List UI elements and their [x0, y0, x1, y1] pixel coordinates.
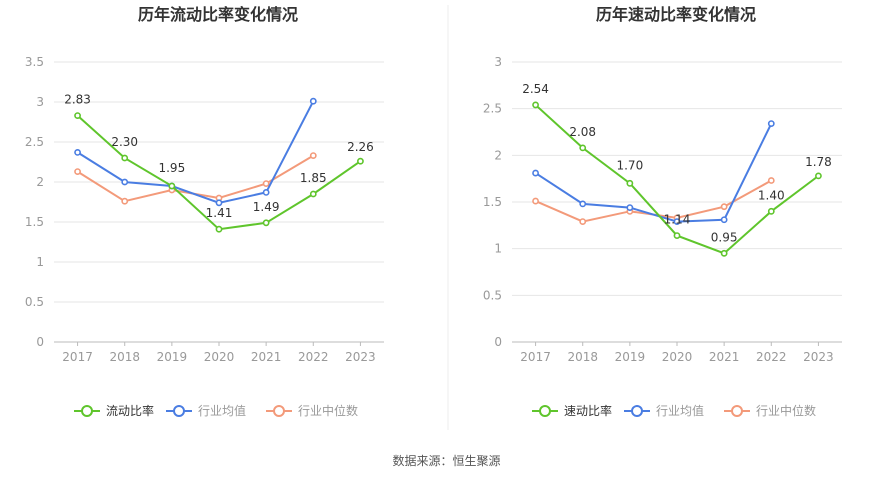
- data-label: 1.14: [664, 213, 691, 227]
- y-tick-label: 2.5: [483, 102, 502, 116]
- data-label: 2.30: [111, 135, 138, 149]
- x-tick-label: 2022: [298, 350, 329, 364]
- data-label: 2.08: [569, 125, 596, 139]
- data-source-note: 数据来源：恒生聚源: [392, 454, 501, 468]
- data-label: 1.70: [616, 158, 643, 172]
- data-point: [309, 97, 317, 105]
- legend-label: 行业均值: [198, 403, 246, 418]
- data-point: [262, 188, 270, 196]
- x-tick-label: 2019: [615, 350, 646, 364]
- data-label: 0.95: [711, 230, 738, 244]
- data-point: [357, 157, 364, 165]
- y-tick-label: 2.5: [25, 135, 44, 149]
- data-label: 1.85: [300, 171, 327, 185]
- data-point: [532, 197, 539, 205]
- data-label: 1.95: [158, 161, 185, 175]
- y-tick-label: 1.5: [25, 215, 44, 229]
- data-point: [720, 249, 728, 257]
- data-point: [720, 203, 728, 211]
- data-label: 2.54: [522, 82, 549, 96]
- data-point: [262, 180, 270, 187]
- data-point: [215, 225, 223, 233]
- x-tick-label: 2017: [62, 350, 93, 364]
- y-tick-label: 3: [36, 95, 44, 109]
- data-point: [74, 168, 81, 175]
- x-tick-label: 2019: [157, 350, 188, 364]
- data-point: [74, 148, 81, 156]
- data-label: 1.40: [758, 188, 785, 202]
- legend-label: 行业均值: [656, 403, 704, 418]
- legend-marker: [539, 405, 551, 417]
- data-point: [74, 112, 81, 119]
- x-tick-label: 2023: [803, 350, 834, 364]
- x-tick-label: 2022: [756, 350, 787, 364]
- data-label: 1.41: [206, 206, 233, 220]
- series-line-1: [77, 100, 315, 204]
- y-tick-label: 1.5: [483, 195, 502, 209]
- y-tick-label: 0.5: [25, 295, 44, 309]
- chart-title: 历年速动比率变化情况: [596, 5, 756, 24]
- data-label: 1.78: [805, 155, 832, 169]
- y-tick-label: 0: [36, 335, 44, 349]
- legend-marker: [631, 405, 643, 417]
- data-point: [309, 152, 317, 159]
- legend-marker: [81, 405, 93, 417]
- legend-marker: [731, 405, 743, 417]
- current-ratio-chart: 历年流动比率变化情况 0 0.5 1 1.5 2 2.5 3 3.5 2017 2018 2019 20…: [25, 5, 384, 418]
- legend-marker: [273, 405, 285, 417]
- data-point: [262, 219, 270, 227]
- data-point: [121, 154, 129, 162]
- data-point: [532, 169, 539, 177]
- data-label: 2.83: [64, 93, 91, 107]
- data-point: [673, 218, 681, 225]
- data-point: [579, 218, 587, 225]
- legend-marker: [173, 405, 185, 417]
- y-tick-label: 0.5: [483, 288, 502, 302]
- legend-label: 流动比率: [106, 403, 154, 418]
- data-point: [720, 216, 728, 224]
- y-tick-label: 0: [494, 335, 502, 349]
- data-point: [579, 200, 587, 208]
- chart-title: 历年流动比率变化情况: [138, 5, 298, 24]
- x-tick-label: 2021: [251, 350, 282, 364]
- x-tick-label: 2021: [709, 350, 740, 364]
- data-point: [168, 182, 176, 190]
- y-tick-label: 1: [494, 242, 502, 256]
- x-tick-label: 2018: [109, 350, 140, 364]
- legend-label: 行业中位数: [298, 403, 358, 418]
- data-point: [815, 172, 822, 180]
- x-tick-label: 2018: [567, 350, 598, 364]
- data-point: [121, 197, 129, 205]
- data-point: [673, 232, 681, 239]
- data-label: 1.49: [253, 200, 280, 214]
- data-point: [767, 177, 775, 184]
- data-label: 2.26: [347, 140, 374, 154]
- x-tick-label: 2020: [204, 350, 235, 364]
- y-tick-label: 3: [494, 55, 502, 69]
- data-point: [626, 204, 634, 211]
- y-tick-label: 2: [494, 148, 502, 162]
- data-point: [215, 199, 223, 207]
- data-point: [626, 179, 634, 187]
- y-tick-label: 2: [36, 175, 44, 189]
- y-tick-label: 1: [36, 255, 44, 269]
- data-point: [121, 178, 129, 186]
- data-point: [309, 190, 317, 198]
- data-point: [532, 101, 539, 109]
- quick-ratio-chart: 历年速动比率变化情况 0 0.5 1 1.5 2 2.5 3 2017 2018 2019 2020 2…: [483, 5, 842, 418]
- data-point: [579, 144, 587, 152]
- series-line-1: [535, 123, 773, 223]
- x-tick-label: 2023: [345, 350, 376, 364]
- legend-label: 速动比率: [564, 403, 612, 418]
- y-tick-label: 3.5: [25, 55, 44, 69]
- data-point: [767, 120, 775, 127]
- x-tick-label: 2020: [662, 350, 693, 364]
- legend-label: 行业中位数: [756, 403, 816, 418]
- data-point: [767, 207, 775, 215]
- x-tick-label: 2017: [520, 350, 551, 364]
